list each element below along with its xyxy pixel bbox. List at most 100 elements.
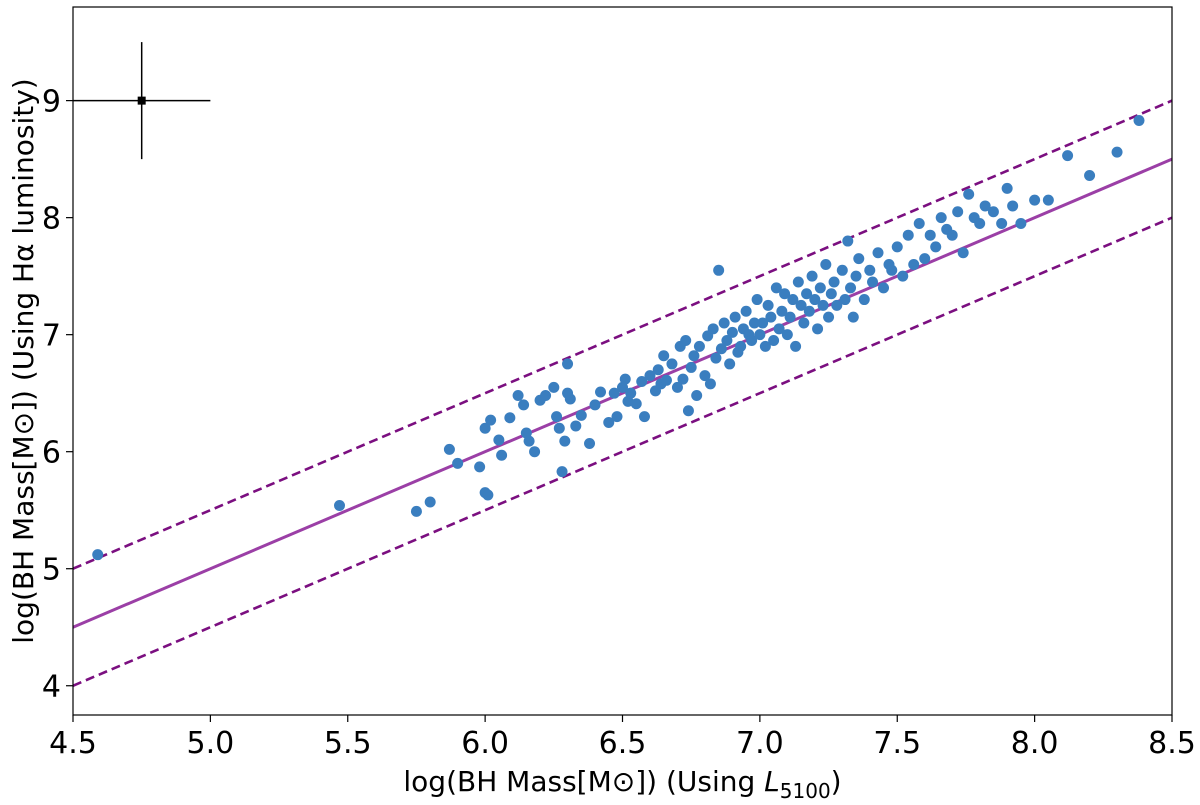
data-point-12	[496, 449, 508, 461]
data-point-136	[963, 188, 975, 200]
data-point-148	[1084, 170, 1096, 182]
data-point-83	[762, 299, 774, 311]
data-point-145	[1029, 194, 1041, 206]
data-point-124	[897, 270, 909, 282]
data-point-84	[765, 311, 777, 323]
data-point-59	[693, 340, 705, 352]
data-point-114	[850, 270, 862, 282]
data-point-91	[784, 311, 796, 323]
data-point-93	[790, 340, 802, 352]
data-point-134	[952, 206, 964, 218]
data-point-25	[559, 435, 571, 447]
x-axis-label: log(BH Mass[M⊙]) (Using L5100)	[403, 765, 841, 803]
data-point-147	[1062, 150, 1074, 162]
data-point-60	[699, 370, 711, 382]
data-point-4	[443, 443, 455, 455]
data-point-32	[589, 399, 601, 411]
data-point-10	[485, 414, 497, 426]
data-point-58	[691, 390, 703, 402]
data-point-27	[562, 358, 574, 370]
data-point-135	[957, 247, 969, 259]
data-point-43	[638, 411, 650, 423]
data-point-133	[946, 229, 958, 241]
x-tick-label-8: 8.5	[1148, 726, 1196, 761]
data-point-128	[919, 253, 931, 265]
x-tick-label-4: 6.5	[599, 726, 647, 761]
x-tick-label-3: 6.0	[461, 726, 509, 761]
data-point-34	[603, 416, 615, 428]
data-point-64	[710, 352, 722, 364]
data-point-3	[424, 496, 436, 508]
data-point-138	[974, 217, 986, 229]
data-point-110	[839, 294, 851, 306]
data-point-129	[924, 229, 936, 241]
data-point-23	[553, 422, 565, 434]
error-bar-layer	[73, 42, 211, 160]
fit-line-layer	[73, 157, 1172, 629]
data-point-50	[666, 358, 678, 370]
data-point-79	[751, 294, 763, 306]
data-point-102	[814, 282, 826, 294]
data-point-104	[820, 258, 832, 270]
data-point-67	[718, 317, 730, 329]
data-point-131	[935, 212, 947, 224]
data-point-71	[729, 311, 741, 323]
data-point-94	[792, 276, 804, 288]
data-point-87	[773, 323, 785, 335]
data-point-38	[619, 373, 631, 385]
x-tick-label-6: 7.5	[873, 726, 921, 761]
y-tick-label-1: 5	[42, 553, 61, 588]
x-tick-label-1: 5.0	[187, 726, 235, 761]
data-point-6	[474, 461, 486, 473]
data-point-150	[1133, 115, 1145, 127]
data-point-119	[872, 247, 884, 259]
data-point-13	[504, 412, 516, 424]
x-axis-ticks: 4.5 5.0 5.5 6.0 6.5 7.0 7.5 8.0 8.5	[49, 715, 1196, 761]
dashed-line-2	[73, 216, 1172, 687]
data-point-20	[540, 390, 552, 402]
data-point-63	[707, 323, 719, 335]
y-tick-label-5: 9	[42, 85, 61, 120]
data-point-122	[886, 264, 898, 276]
data-point-15	[518, 399, 530, 411]
y-tick-label-2: 6	[42, 436, 61, 471]
data-point-126	[908, 258, 920, 270]
data-point-141	[996, 217, 1008, 229]
data-point-31	[584, 438, 596, 450]
data-point-116	[858, 294, 870, 306]
x-tick-label-2: 5.5	[324, 726, 372, 761]
data-point-65	[713, 264, 725, 276]
data-point-149	[1111, 146, 1123, 158]
data-point-11	[493, 434, 505, 446]
y-tick-label-4: 8	[42, 202, 61, 237]
data-point-144	[1015, 217, 1027, 229]
y-axis-ticks: 4 5 6 7 8 9	[42, 85, 73, 705]
data-point-111	[842, 235, 854, 247]
data-point-73	[735, 340, 747, 352]
data-point-85	[768, 335, 780, 347]
data-point-62	[704, 378, 716, 390]
data-point-33	[595, 386, 607, 398]
data-point-108	[831, 299, 843, 311]
data-point-9	[479, 422, 491, 434]
data-point-77	[746, 335, 758, 347]
dashed-lines-layer	[73, 99, 1172, 687]
data-point-109	[836, 264, 848, 276]
data-point-14	[512, 390, 524, 402]
data-point-2	[410, 505, 422, 517]
data-point-127	[913, 217, 925, 229]
data-point-75	[740, 305, 752, 317]
data-point-51	[671, 381, 683, 393]
data-point-69	[724, 358, 736, 370]
data-point-113	[847, 311, 859, 323]
data-point-89	[779, 288, 791, 300]
data-point-8	[482, 489, 494, 501]
data-point-112	[845, 282, 857, 294]
data-point-106	[825, 288, 837, 300]
data-points-layer	[92, 115, 1145, 561]
data-point-24	[556, 466, 568, 478]
y-tick-label-0: 4	[42, 670, 61, 705]
data-point-98	[803, 305, 815, 317]
data-point-46	[652, 364, 664, 376]
